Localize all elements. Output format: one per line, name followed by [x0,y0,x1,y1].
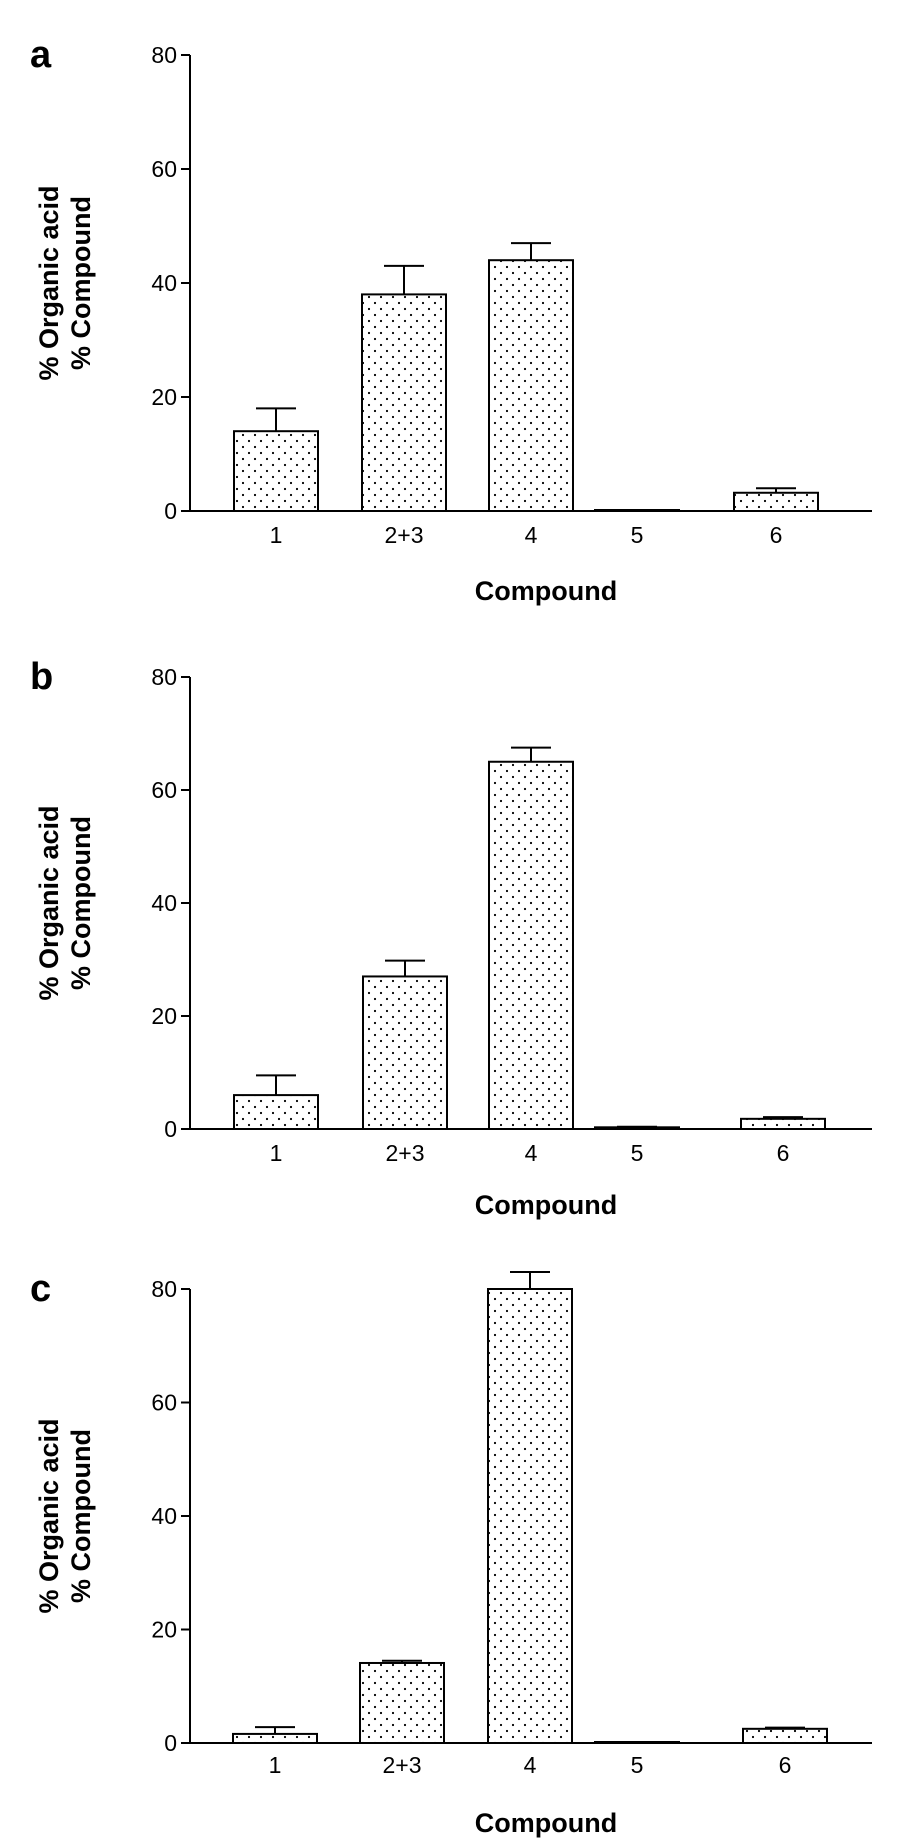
x-tick-label: 4 [524,1752,537,1778]
bar-6 [733,491,819,513]
x-tick-label: 4 [525,1140,538,1166]
bar-2+3 [361,293,447,512]
y-axis-title-line: % Organic acid [34,185,64,380]
bar-4 [487,1288,573,1744]
x-tick-label: 2+3 [385,1140,424,1166]
y-tick-label: 40 [151,1503,177,1529]
x-tick-label: 4 [525,522,538,548]
y-tick-label: 0 [164,498,177,524]
bar-2+3 [362,975,448,1131]
y-tick-label: 60 [151,1390,177,1416]
y-tick-label: 60 [151,156,177,182]
x-tick-label: 5 [631,522,644,548]
bar-6 [742,1727,828,1744]
y-axis-title-line: % Organic acid [34,1418,64,1613]
bar-4 [488,760,574,1130]
x-tick-label: 1 [269,1752,282,1778]
x-axis-title: Compound [475,1808,617,1838]
x-tick-label: 6 [777,1140,790,1166]
bar-4 [488,259,574,513]
y-axis-title-line: % Compound [66,816,96,990]
x-tick-label: 1 [270,522,283,548]
y-tick-label: 80 [151,1276,177,1302]
bar-5 [594,1741,680,1744]
bar-1 [233,1094,319,1130]
x-tick-label: 1 [270,1140,283,1166]
y-axis-title: % Organic acid% Compound [34,185,96,380]
y-tick-label: 60 [151,777,177,803]
bar-5 [594,509,680,512]
x-tick-label: 6 [770,522,783,548]
y-tick-label: 80 [151,664,177,690]
x-tick-label: 5 [631,1140,644,1166]
x-tick-label: 6 [779,1752,792,1778]
y-axis-title: % Organic acid% Compound [34,805,96,1000]
y-tick-label: 80 [151,42,177,68]
x-axis-title: Compound [475,1190,617,1220]
y-tick-label: 0 [164,1730,177,1756]
y-axis-title-line: % Compound [66,1429,96,1603]
bar-6 [740,1117,826,1130]
y-tick-label: 20 [151,1617,177,1643]
x-tick-label: 2+3 [384,522,423,548]
chart-panel-b: b 0 20 40 60 80 1 2+3 4 5 6 Compound % Organic acid%… [30,656,872,1220]
y-tick-label: 20 [151,1003,177,1029]
chart-panel-c: c 0 20 40 60 80 1 2+3 4 5 6 Compound % Organic acid%… [30,1268,872,1838]
panel-letter: c [30,1268,51,1310]
y-axis-title: % Organic acid% Compound [34,1418,96,1613]
bar-1 [232,1732,318,1745]
y-axis-title-line: % Organic acid [34,805,64,1000]
x-tick-label: 2+3 [382,1752,421,1778]
y-tick-label: 40 [151,890,177,916]
y-tick-label: 0 [164,1116,177,1142]
chart-panel-a: a 0 20 40 60 80 1 2+3 4 5 6 Compound % Organic acid%… [30,34,872,606]
bar-2+3 [359,1661,445,1745]
bar-1 [233,430,319,513]
y-tick-label: 40 [151,270,177,296]
panel-letter: a [30,34,52,76]
panel-letter: b [30,656,53,698]
x-tick-label: 5 [631,1752,644,1778]
y-axis-title-line: % Compound [66,196,96,370]
x-axis-title: Compound [475,576,617,606]
y-tick-label: 20 [151,384,177,410]
